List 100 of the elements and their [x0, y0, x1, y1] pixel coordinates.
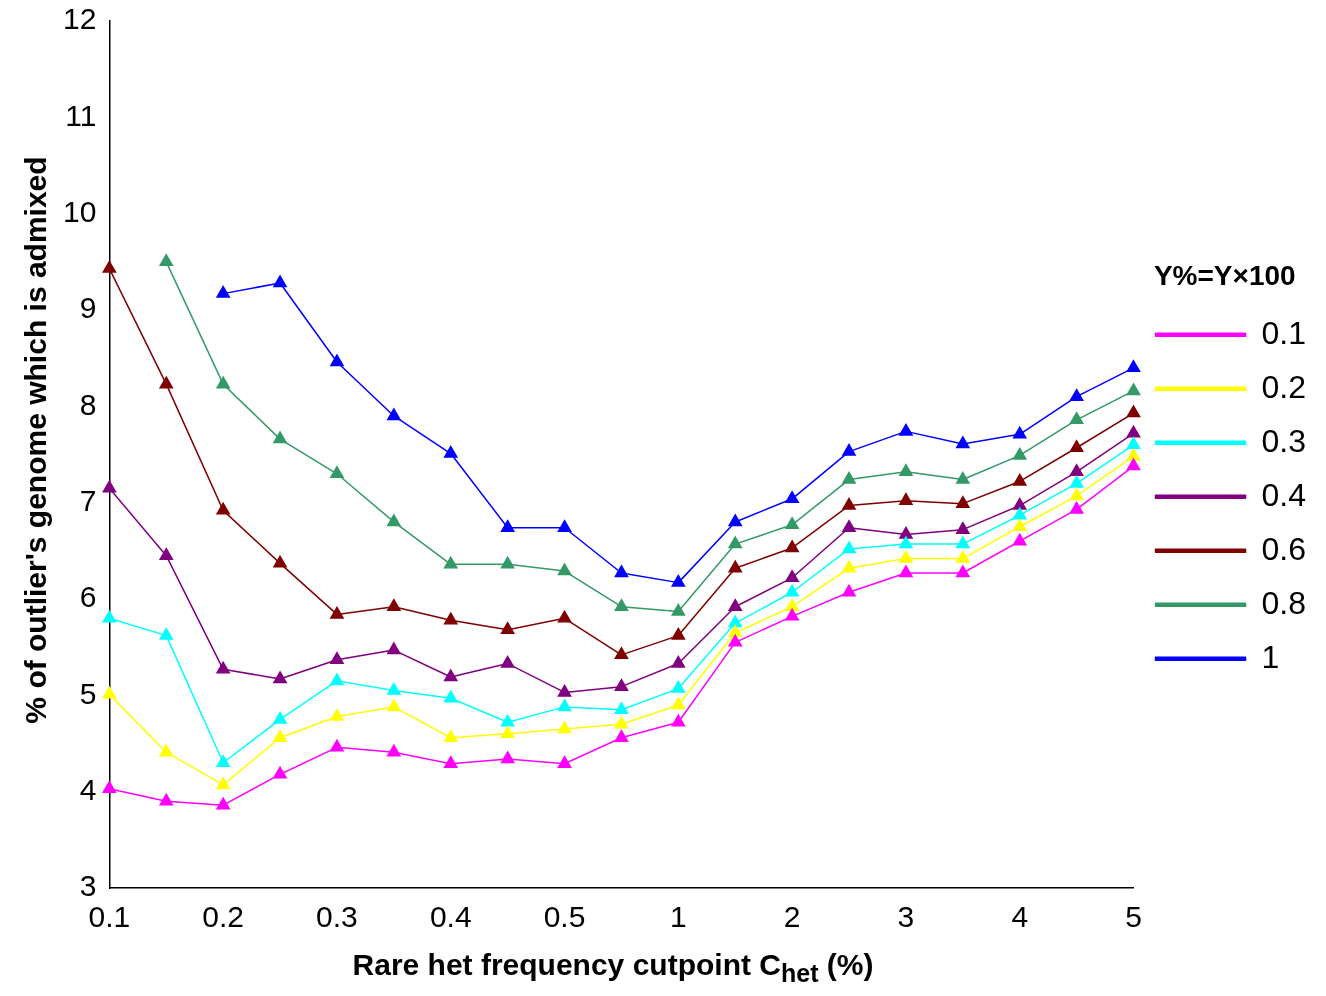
point: [842, 519, 856, 532]
point: [330, 651, 344, 664]
point: [500, 751, 515, 764]
point: [671, 603, 686, 616]
legend-label: 0.8: [1261, 584, 1306, 621]
point: [671, 697, 686, 710]
point: [1012, 519, 1027, 531]
point: [273, 671, 287, 684]
x-tick-label: 5: [1125, 900, 1142, 934]
point: [330, 673, 344, 686]
point: [614, 716, 629, 729]
point: [500, 714, 515, 727]
point: [1126, 437, 1141, 450]
y-tick-label: 6: [79, 580, 97, 614]
point: [159, 793, 174, 806]
x-tick-label: 3: [897, 900, 915, 934]
point: [614, 678, 629, 691]
point: [1069, 440, 1084, 453]
point: [159, 547, 174, 560]
point: [785, 540, 799, 553]
point: [443, 690, 458, 703]
point: [1126, 383, 1141, 396]
point: [956, 436, 970, 449]
point: [216, 661, 230, 674]
x-axis-title: Rare het frequency cutpoint C$_{het}$ (%): [351, 948, 875, 988]
x-tick-label: 0.4: [429, 900, 472, 934]
point: [387, 514, 401, 527]
legend-label: 0.6: [1261, 530, 1306, 567]
point: [728, 624, 743, 637]
point: [785, 598, 799, 611]
point: [728, 598, 743, 611]
point: [216, 777, 230, 790]
point: [956, 471, 970, 484]
point: [557, 684, 572, 697]
point: [159, 376, 174, 389]
x-tick-label: 1: [670, 900, 687, 934]
point: [500, 726, 515, 739]
point: [557, 610, 572, 623]
point: [899, 550, 913, 563]
point: [500, 622, 515, 635]
legend-label: 0.3: [1261, 422, 1306, 459]
point: [443, 445, 458, 458]
point: [273, 431, 287, 444]
point: [1126, 425, 1141, 438]
point: [842, 497, 856, 510]
point: [671, 680, 686, 693]
y-tick-label: 7: [79, 483, 97, 517]
legend-title: Y%=Y×100: [1153, 259, 1296, 291]
point: [443, 669, 458, 682]
point: [1012, 426, 1027, 439]
point: [500, 655, 515, 668]
point: [671, 655, 686, 668]
point: [216, 502, 230, 515]
point: [671, 574, 686, 587]
point: [1126, 405, 1141, 418]
point: [557, 563, 572, 576]
point: [1069, 388, 1084, 401]
point: [273, 766, 287, 779]
x-tick-label: 0.2: [202, 900, 245, 934]
point: [500, 519, 515, 532]
point: [614, 565, 629, 578]
point: [614, 729, 629, 742]
point: [330, 354, 344, 367]
y-tick-label: 12: [62, 2, 97, 36]
point: [330, 708, 344, 721]
point: [102, 260, 117, 273]
x-tick-label: 4: [1011, 900, 1029, 934]
x-tick-label: 0.3: [316, 900, 358, 934]
point: [500, 556, 515, 569]
y-tick-label: 10: [62, 194, 97, 228]
point: [842, 584, 856, 597]
legend-label: 1: [1261, 638, 1280, 675]
point: [159, 744, 174, 757]
point: [1069, 475, 1084, 488]
point: [557, 755, 572, 768]
legend-label: 0.2: [1261, 368, 1306, 405]
point: [1012, 447, 1027, 460]
point: [330, 606, 344, 619]
point: [443, 556, 458, 569]
point: [387, 642, 401, 655]
point: [387, 598, 401, 611]
point: [1069, 412, 1084, 425]
point: [387, 699, 401, 712]
point: [216, 755, 230, 768]
point: [216, 376, 230, 389]
point: [387, 744, 401, 757]
point: [1012, 507, 1027, 520]
point: [899, 423, 913, 436]
point: [671, 627, 686, 640]
point: [956, 495, 970, 508]
point: [728, 634, 743, 647]
point: [387, 408, 401, 421]
point: [102, 686, 117, 699]
point: [785, 517, 799, 530]
point: [1069, 488, 1084, 501]
point: [956, 521, 970, 534]
point: [330, 466, 344, 479]
point: [159, 627, 174, 640]
point: [102, 610, 117, 623]
point: [614, 647, 629, 660]
